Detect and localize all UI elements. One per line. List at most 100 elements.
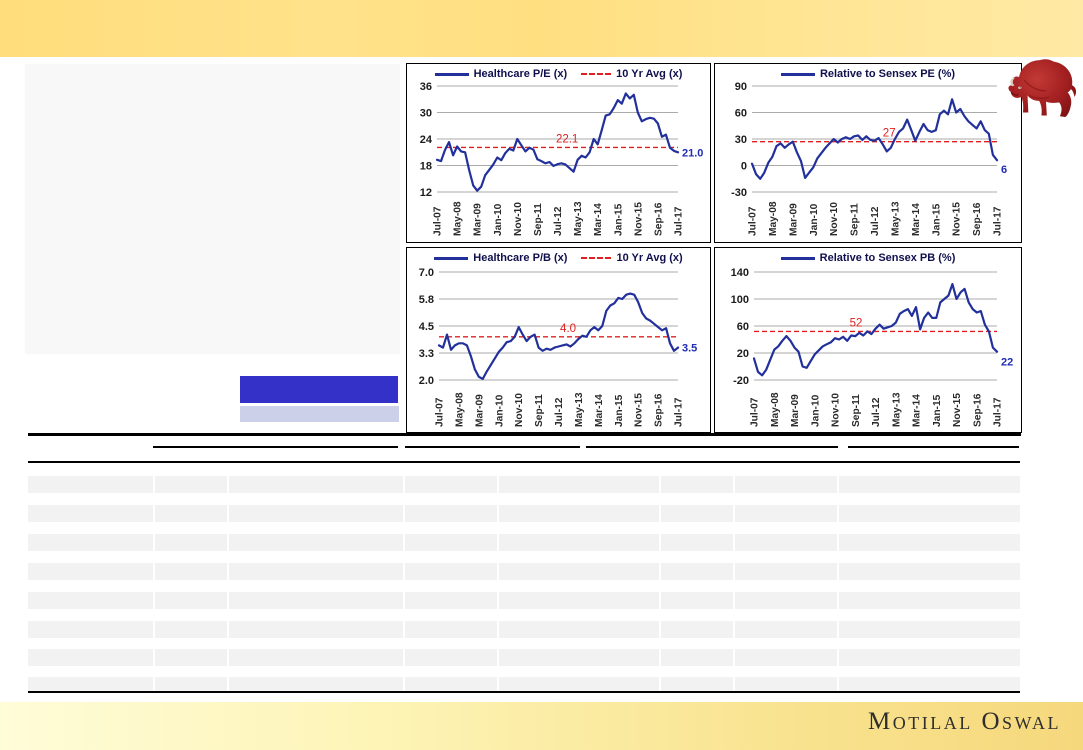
svg-text:5.8: 5.8 (419, 294, 434, 306)
legend-entry: Relative to Sensex PE (%) (780, 68, 956, 80)
column-divider (497, 621, 499, 638)
table-border-line (28, 690, 1020, 693)
svg-text:6: 6 (1001, 164, 1007, 176)
chart-legend: Healthcare P/E (x) 10 Yr Avg (x) (407, 68, 710, 80)
column-divider (733, 621, 735, 638)
blue-highlight-bar (240, 376, 398, 403)
legend-label: 10 Yr Avg (x) (616, 252, 683, 264)
brand-wordmark: Motilal Oswal (867, 708, 1061, 735)
column-divider (837, 505, 839, 522)
table-row (28, 649, 1020, 666)
svg-text:36: 36 (420, 81, 432, 93)
column-divider (733, 677, 735, 691)
svg-text:12: 12 (420, 187, 432, 199)
svg-text:Mar-09: Mar-09 (473, 203, 484, 236)
table-border-line (28, 461, 1020, 463)
top-yellow-band (0, 0, 1083, 57)
column-divider (497, 563, 499, 580)
legend-entry: Healthcare P/B (x) (434, 252, 567, 264)
svg-text:Jul-12: Jul-12 (554, 397, 565, 427)
svg-text:Nov-15: Nov-15 (952, 393, 963, 427)
column-divider (837, 476, 839, 493)
svg-text:Jul-07: Jul-07 (750, 397, 761, 427)
svg-text:90: 90 (735, 81, 747, 93)
chart-relative-to-sensex-pe-: Relative to Sensex PE (%) 90 60 30 0 -30 27 6 Ju… (714, 63, 1022, 243)
svg-text:Nov-15: Nov-15 (634, 393, 645, 427)
svg-text:3.3: 3.3 (419, 348, 434, 360)
column-divider (227, 649, 229, 666)
svg-text:-30: -30 (731, 187, 747, 199)
column-divider (659, 563, 661, 580)
column-divider (837, 649, 839, 666)
svg-text:Jul-12: Jul-12 (870, 206, 881, 236)
column-divider (153, 649, 155, 666)
bull-pupil (1019, 87, 1021, 89)
table-row (28, 534, 1020, 551)
column-divider (497, 534, 499, 551)
chart-healthcare-p-b-x-: Healthcare P/B (x) 10 Yr Avg (x) 7.0 5.8 4.5… (406, 247, 711, 433)
chart-legend: Relative to Sensex PE (%) (715, 68, 1021, 80)
svg-text:Sep-11: Sep-11 (533, 203, 544, 236)
column-divider (733, 505, 735, 522)
column-divider (837, 677, 839, 691)
svg-text:Sep-16: Sep-16 (972, 393, 983, 427)
table-row (28, 677, 1020, 691)
svg-text:Jan-15: Jan-15 (931, 203, 942, 236)
svg-text:May-13: May-13 (890, 201, 901, 236)
chart-legend: Relative to Sensex PB (%) (715, 252, 1021, 264)
svg-text:Jul-07: Jul-07 (435, 397, 446, 427)
table-row (28, 476, 1020, 493)
column-divider (227, 592, 229, 609)
footer-yellow-band (0, 702, 1083, 750)
legend-entry: 10 Yr Avg (x) (581, 68, 682, 80)
table-border-line (405, 446, 580, 448)
column-divider (659, 677, 661, 691)
column-divider (153, 476, 155, 493)
table-border-line (848, 446, 1019, 448)
svg-text:Jul-17: Jul-17 (993, 206, 1004, 236)
chart-relative-to-sensex-pb-: Relative to Sensex PB (%) 140 100 60 20 -20 52… (714, 247, 1022, 433)
svg-text:May-13: May-13 (574, 392, 585, 427)
legend-entry: 10 Yr Avg (x) (581, 252, 683, 264)
left-blank-panel (25, 64, 400, 354)
svg-text:Jan-10: Jan-10 (810, 394, 821, 427)
svg-text:Jul-12: Jul-12 (871, 397, 882, 427)
svg-text:Jan-15: Jan-15 (932, 394, 943, 427)
column-divider (403, 621, 405, 638)
svg-text:Jul-17: Jul-17 (993, 397, 1004, 427)
legend-entry: Healthcare P/E (x) (434, 68, 567, 80)
column-divider (659, 505, 661, 522)
svg-text:Jan-15: Jan-15 (614, 394, 625, 427)
svg-text:4.0: 4.0 (560, 323, 576, 335)
column-divider (733, 592, 735, 609)
column-divider (227, 505, 229, 522)
svg-text:Nov-15: Nov-15 (633, 202, 644, 236)
column-divider (497, 592, 499, 609)
column-divider (497, 505, 499, 522)
svg-text:30: 30 (735, 134, 747, 146)
svg-text:30: 30 (420, 107, 432, 119)
column-divider (227, 677, 229, 691)
column-divider (153, 563, 155, 580)
column-divider (659, 592, 661, 609)
column-divider (227, 621, 229, 638)
svg-text:20: 20 (737, 348, 749, 360)
column-divider (837, 534, 839, 551)
line-icon (434, 256, 469, 260)
svg-text:Nov-15: Nov-15 (952, 202, 963, 236)
dashed-line-icon (581, 73, 612, 75)
legend-entry: Relative to Sensex PB (%) (780, 252, 956, 264)
bull-horn (1010, 77, 1016, 87)
column-divider (403, 505, 405, 522)
legend-label: Relative to Sensex PE (%) (819, 68, 956, 80)
column-divider (403, 649, 405, 666)
svg-text:Jan-10: Jan-10 (493, 203, 504, 236)
column-divider (659, 621, 661, 638)
column-divider (153, 677, 155, 691)
column-divider (403, 563, 405, 580)
svg-text:-20: -20 (733, 375, 749, 387)
svg-text:140: 140 (731, 267, 749, 279)
legend-label: Relative to Sensex PB (%) (819, 252, 956, 264)
svg-text:Jul-17: Jul-17 (674, 206, 685, 236)
